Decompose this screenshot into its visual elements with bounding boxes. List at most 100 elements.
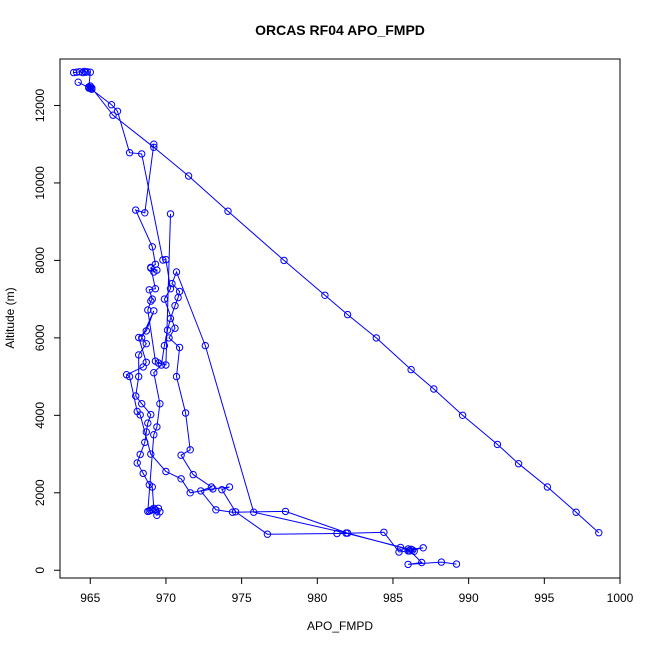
data-point [141, 438, 149, 447]
data-point [250, 508, 258, 516]
data-point [145, 286, 154, 294]
data-point [231, 508, 240, 516]
data-point [175, 287, 184, 296]
data-point [281, 507, 290, 516]
data-point [437, 558, 446, 566]
data-point [150, 369, 158, 377]
data-series [69, 67, 603, 569]
data-point [147, 297, 155, 305]
data-point [109, 111, 117, 119]
x-tick-label: 975 [232, 591, 252, 605]
y-tick-label: 10000 [33, 166, 47, 200]
data-point [74, 78, 82, 86]
data-point [418, 558, 426, 567]
data-point [419, 544, 427, 552]
data-point [138, 400, 146, 408]
data-point [201, 341, 210, 350]
data-point [181, 409, 190, 417]
data-point [186, 489, 194, 497]
x-tick-label: 995 [534, 591, 554, 605]
data-point [458, 411, 467, 419]
y-axis: 0 2000 4000 6000 8000 10000 12000 [33, 88, 61, 574]
y-axis-label: Altitude (m) [3, 287, 17, 348]
data-point [321, 291, 329, 299]
data-point [142, 358, 151, 366]
x-tick-label: 965 [80, 591, 100, 605]
data-point [156, 400, 164, 408]
data-point [280, 256, 288, 265]
data-point [493, 440, 502, 449]
data-point [153, 511, 161, 519]
data-point [263, 530, 272, 538]
chart-title: ORCAS RF04 APO_FMPD [255, 22, 425, 38]
data-point [380, 528, 388, 536]
data-point [86, 68, 95, 76]
main-track-line [88, 86, 600, 565]
data-point [212, 506, 220, 514]
data-point [404, 560, 412, 569]
data-point [148, 243, 157, 251]
data-point [189, 470, 197, 479]
data-point [165, 334, 173, 342]
data-point [132, 392, 140, 400]
data-point [197, 487, 205, 495]
data-point [159, 256, 167, 264]
data-point [136, 450, 144, 459]
y-tick-label: 2000 [33, 479, 47, 506]
data-point [175, 343, 184, 352]
data-point [396, 543, 405, 552]
data-point [83, 68, 91, 76]
data-point [225, 483, 234, 491]
data-point [404, 545, 412, 553]
data-point [166, 285, 175, 293]
data-point [177, 475, 185, 483]
data-point [150, 431, 158, 439]
data-point [144, 306, 152, 314]
y-tick-label: 4000 [33, 402, 47, 429]
x-axis-label: APO_FMPD [307, 619, 373, 633]
data-point [125, 149, 134, 157]
data-point [142, 428, 151, 436]
x-tick-label: 970 [156, 591, 176, 605]
y-tick-label: 0 [33, 567, 47, 574]
data-point [177, 451, 185, 459]
data-point [144, 507, 152, 516]
data-point [343, 310, 352, 319]
data-point [171, 324, 179, 332]
data-point [133, 459, 141, 467]
data-point [150, 140, 158, 148]
data-point [209, 485, 217, 493]
x-tick-label: 985 [383, 591, 403, 605]
data-point [224, 207, 232, 215]
data-point [147, 410, 155, 419]
data-point [113, 107, 122, 116]
x-tick-label: 990 [459, 591, 479, 605]
data-point [144, 419, 152, 427]
x-tick-label: 1000 [607, 591, 634, 605]
data-point [135, 351, 143, 359]
data-point [172, 372, 181, 381]
x-tick-label: 980 [307, 591, 327, 605]
plot-frame [59, 58, 621, 579]
data-point [141, 209, 149, 217]
data-point [407, 365, 415, 374]
data-point [142, 340, 151, 348]
data-point [160, 341, 169, 350]
data-point [172, 268, 181, 276]
data-point [543, 483, 552, 491]
data-point [132, 206, 140, 214]
data-point [572, 508, 580, 516]
data-point [147, 450, 155, 458]
data-point [147, 263, 155, 272]
data-point [452, 560, 461, 568]
data-point [135, 372, 143, 381]
data-point [430, 385, 438, 393]
x-axis: 965 970 975 980 985 990 995 1000 [80, 577, 634, 605]
data-point [372, 334, 380, 342]
data-point [150, 143, 158, 152]
data-point [186, 446, 194, 454]
data-point [162, 361, 170, 369]
data-point [595, 529, 603, 537]
data-point [166, 210, 175, 218]
